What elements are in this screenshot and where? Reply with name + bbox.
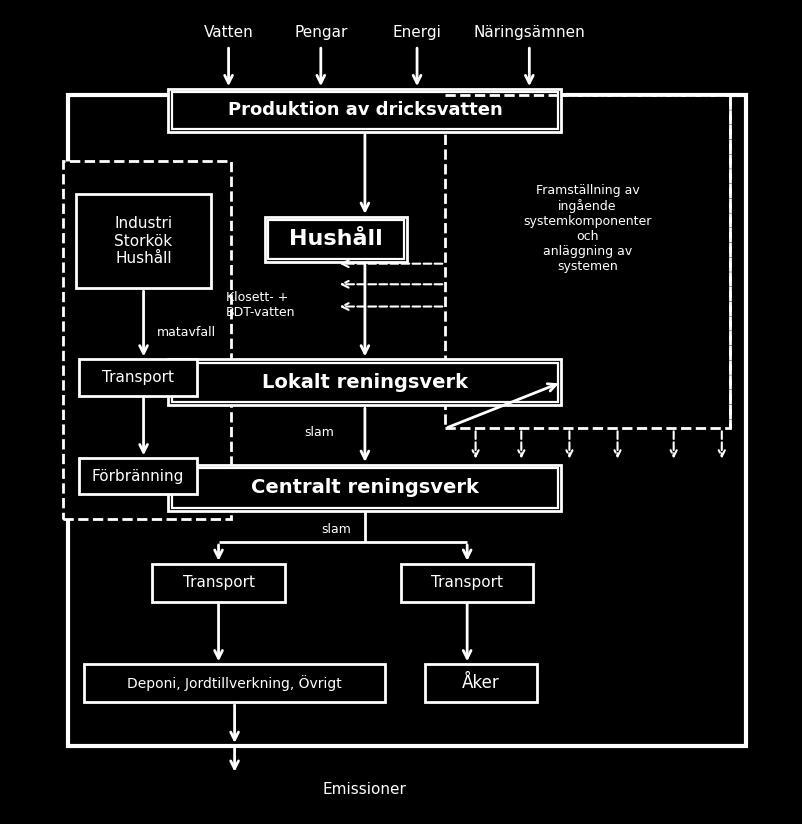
FancyBboxPatch shape (76, 194, 211, 288)
FancyBboxPatch shape (172, 468, 558, 508)
Text: Lokalt reningsverk: Lokalt reningsverk (262, 372, 468, 392)
FancyBboxPatch shape (168, 89, 561, 132)
FancyBboxPatch shape (401, 564, 533, 602)
Text: Klosett- +
BDT-vatten: Klosett- + BDT-vatten (226, 291, 296, 319)
FancyBboxPatch shape (265, 217, 407, 262)
Text: slam: slam (321, 522, 350, 536)
FancyBboxPatch shape (79, 359, 197, 396)
Text: Centralt reningsverk: Centralt reningsverk (251, 478, 479, 498)
FancyBboxPatch shape (168, 359, 561, 405)
Text: Transport: Transport (183, 575, 254, 590)
Text: Förbränning: Förbränning (91, 469, 184, 484)
Text: Industri
Storkök
Hushåll: Industri Storkök Hushåll (115, 216, 172, 266)
FancyBboxPatch shape (84, 664, 385, 702)
Text: matavfall: matavfall (156, 325, 216, 339)
Text: Transport: Transport (431, 575, 503, 590)
FancyBboxPatch shape (152, 564, 285, 602)
FancyBboxPatch shape (168, 465, 561, 511)
FancyBboxPatch shape (172, 363, 558, 402)
Text: Vatten: Vatten (204, 26, 253, 40)
Text: Produktion av dricksvatten: Produktion av dricksvatten (228, 101, 502, 119)
Text: Åker: Åker (462, 674, 500, 692)
FancyBboxPatch shape (68, 95, 746, 746)
FancyBboxPatch shape (79, 458, 197, 494)
FancyBboxPatch shape (268, 220, 404, 259)
FancyBboxPatch shape (445, 95, 730, 428)
FancyBboxPatch shape (63, 161, 231, 519)
Text: slam: slam (305, 426, 334, 439)
Text: Emissioner: Emissioner (323, 782, 407, 797)
FancyBboxPatch shape (425, 664, 537, 702)
Text: Energi: Energi (393, 26, 441, 40)
Text: Deponi, Jordtillverkning, Övrigt: Deponi, Jordtillverkning, Övrigt (128, 675, 342, 691)
Text: Näringsämnen: Näringsämnen (473, 26, 585, 40)
Text: Pengar: Pengar (294, 26, 347, 40)
Text: Hushåll: Hushåll (290, 229, 383, 250)
FancyBboxPatch shape (172, 92, 558, 129)
Text: Transport: Transport (102, 370, 174, 385)
Text: Framställning av
ingående
systemkomponenter
och
anläggning av
systemen: Framställning av ingående systemkomponen… (523, 184, 652, 273)
